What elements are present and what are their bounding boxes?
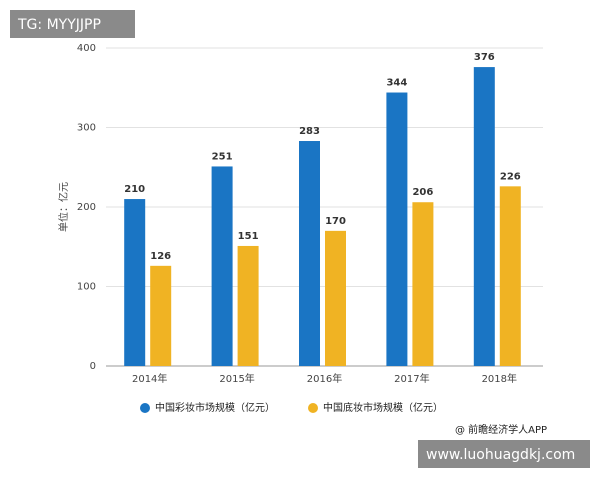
x-tick-label: 2017年 <box>394 372 429 385</box>
x-tick-label: 2016年 <box>307 372 342 385</box>
y-tick-label: 400 <box>77 43 96 54</box>
bar <box>124 199 146 366</box>
source: @ 前瞻经济学人APP <box>455 423 547 436</box>
y-tick-label: 0 <box>90 361 96 372</box>
y-tick-label: 100 <box>77 282 96 293</box>
bar <box>237 245 259 366</box>
x-tick-label: 2018年 <box>482 372 517 385</box>
value-label: 206 <box>412 187 433 198</box>
overlay-box <box>10 10 135 38</box>
bar <box>299 141 320 366</box>
y-tick-label: 200 <box>77 202 96 213</box>
legend-label: 中国底妆市场规模（亿元） <box>323 401 443 414</box>
value-label: 344 <box>386 78 407 89</box>
bar <box>412 202 434 366</box>
bar <box>211 166 233 366</box>
value-label: 376 <box>474 52 495 63</box>
value-label: 126 <box>150 251 171 262</box>
overlay-text: TG: MYYJJPP <box>17 17 101 33</box>
legend-marker <box>140 403 150 413</box>
value-label: 251 <box>212 151 233 162</box>
bar <box>325 230 346 366</box>
value-label: 283 <box>299 126 320 137</box>
y-tick-label: 300 <box>77 123 96 134</box>
legend-label: 中国彩妆市场规模（亿元） <box>155 401 275 414</box>
bar <box>386 92 408 367</box>
bar <box>150 265 172 366</box>
value-label: 170 <box>325 216 346 227</box>
bar <box>473 67 495 366</box>
legend-marker <box>308 403 318 413</box>
value-label: 151 <box>238 231 259 242</box>
overlay-box <box>418 440 590 468</box>
y-axis-label: 单位：亿元 <box>57 182 70 232</box>
x-tick-label: 2015年 <box>219 372 254 385</box>
bar <box>499 186 521 366</box>
value-label: 210 <box>124 184 145 195</box>
overlay-text: www.luohuagdkj.com <box>426 447 575 463</box>
x-tick-label: 2014年 <box>132 372 167 385</box>
value-label: 226 <box>500 171 521 182</box>
